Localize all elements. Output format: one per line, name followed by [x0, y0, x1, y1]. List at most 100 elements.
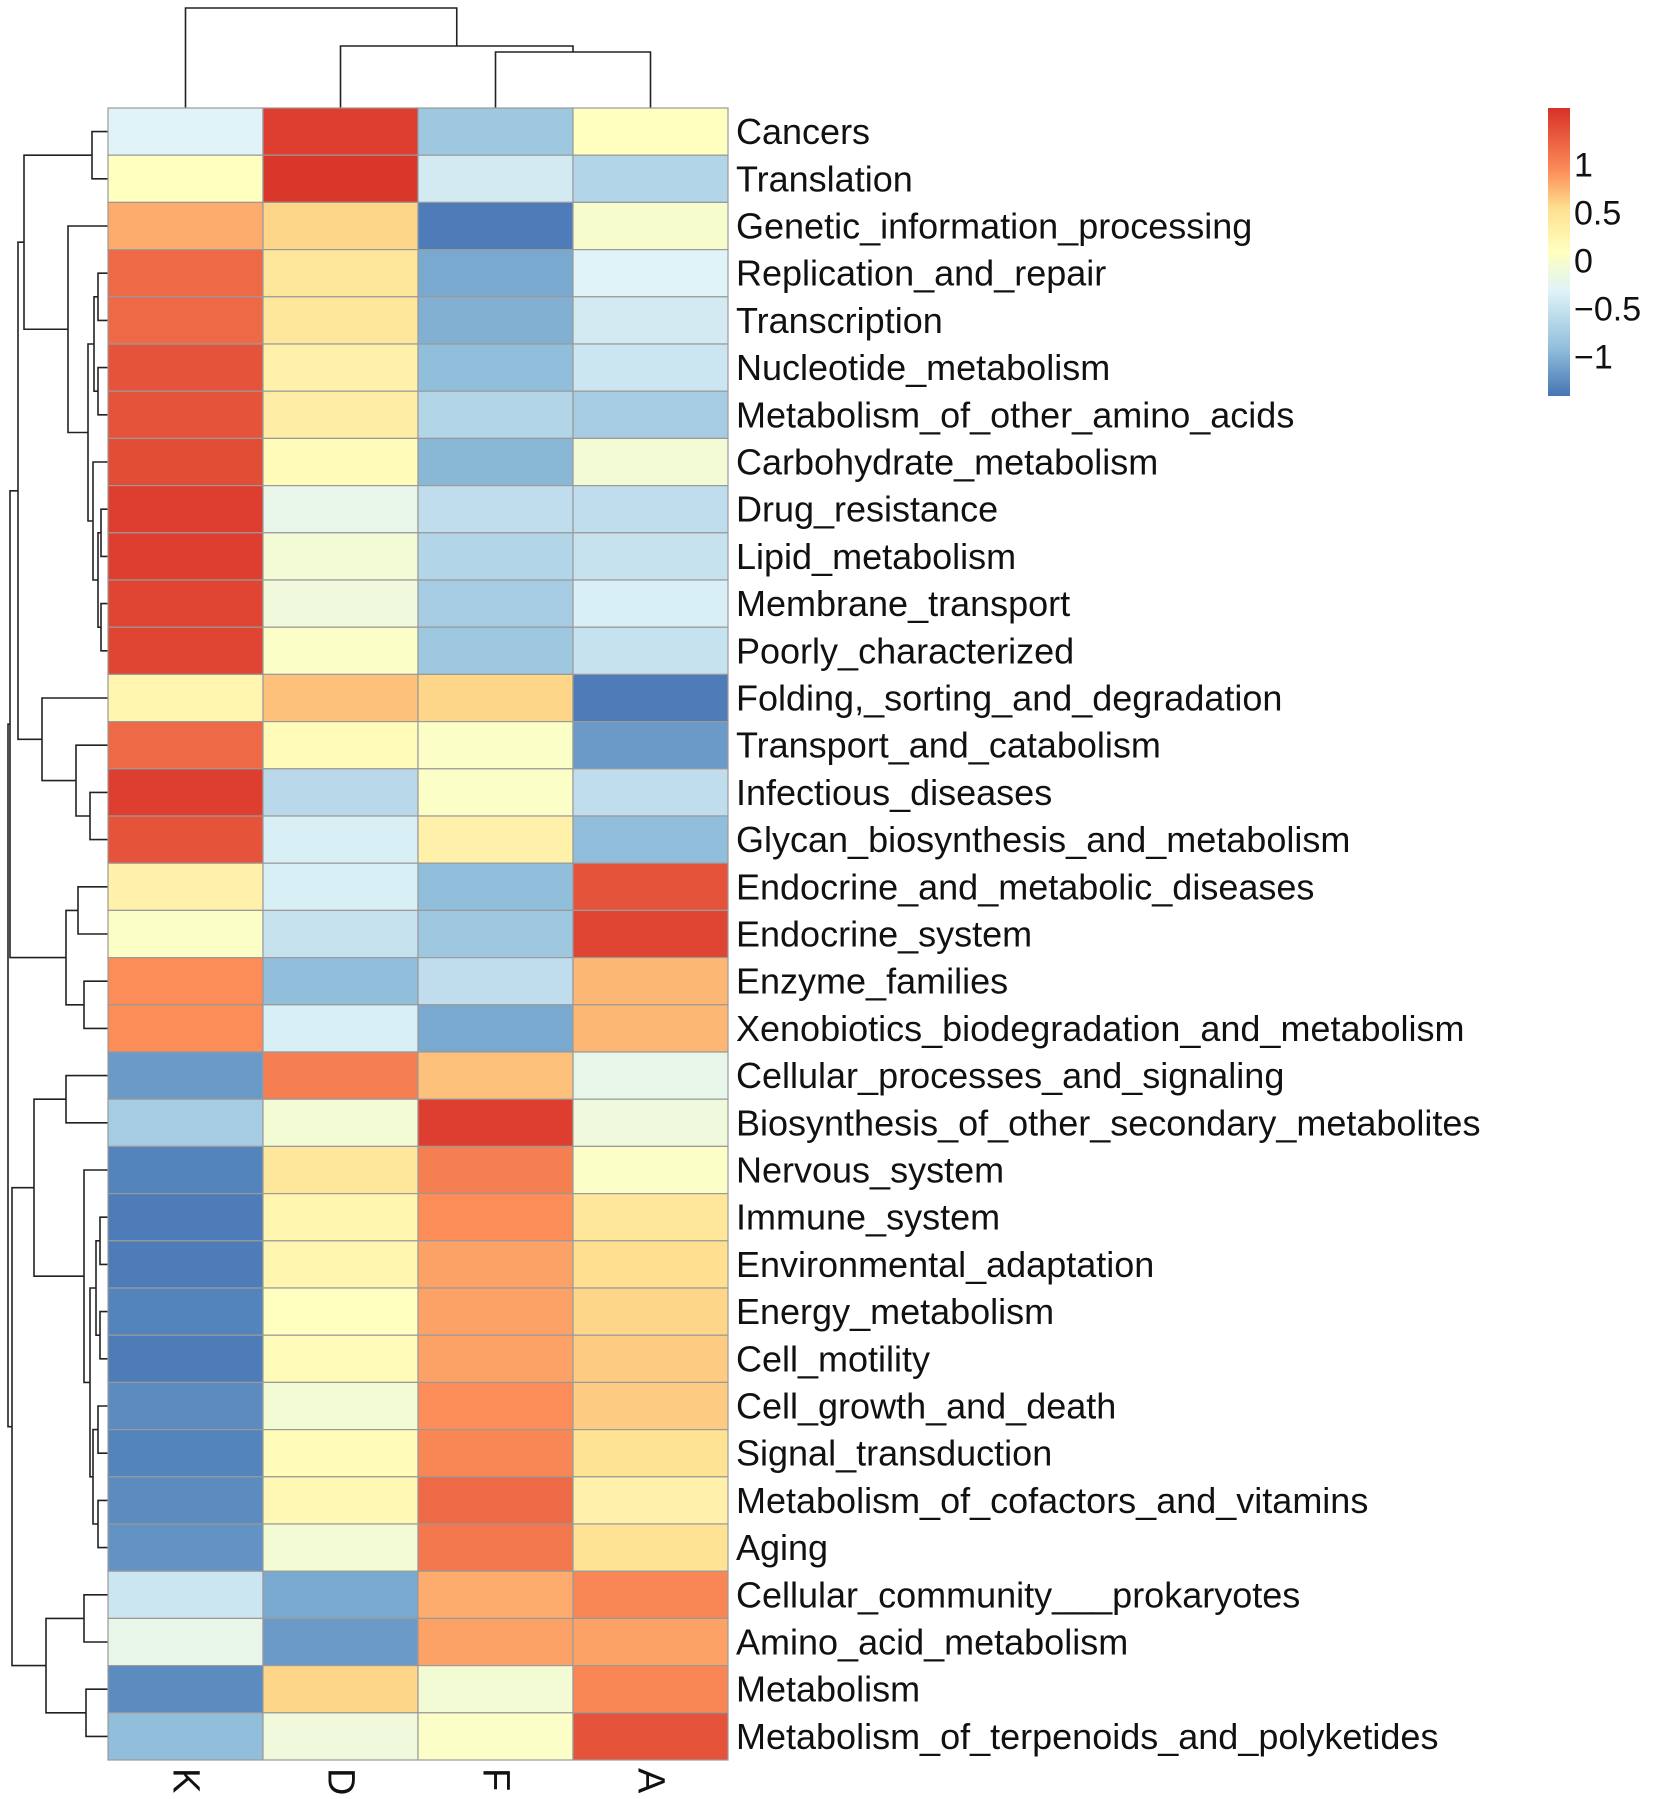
row-label-glycan-biosynthesis-and-metabolism: Glycan_biosynthesis_and_metabolism	[736, 819, 1350, 860]
cell-infectious-diseases-d	[262, 768, 419, 817]
cell-immune-system-a	[572, 1192, 729, 1242]
row-dendrogram-link-1	[91, 130, 108, 180]
cell-translation-k	[107, 154, 264, 203]
cell-amino-acid-metabolism-f	[417, 1617, 574, 1667]
row-dendrogram-link-5	[100, 508, 108, 558]
cell-metabolism-a	[572, 1664, 729, 1714]
cell-cellular-processes-and-signaling-f	[417, 1051, 574, 1100]
cell-carbohydrate-metabolism-d	[262, 437, 419, 487]
cell-drug-resistance-a	[572, 485, 729, 534]
cell-nucleotide-metabolism-f	[417, 343, 574, 392]
cell-poorly-characterized-f	[417, 626, 574, 676]
cell-carbohydrate-metabolism-a	[572, 437, 729, 487]
cell-signal-transduction-f	[417, 1428, 574, 1478]
legend-tick-label-1: 1	[1574, 147, 1593, 185]
cell-energy-metabolism-k	[107, 1287, 264, 1336]
column-dendrogram-link-3	[184, 7, 458, 108]
cell-folding-sorting-and-degradation-a	[572, 673, 729, 723]
cell-glycan-biosynthesis-and-metabolism-a	[572, 815, 729, 864]
cell-cell-growth-and-death-k	[107, 1381, 264, 1431]
column-dendrogram-link-2	[339, 45, 574, 108]
cell-lipid-metabolism-k	[107, 532, 264, 581]
cell-nervous-system-f	[417, 1145, 574, 1195]
row-label-cell-growth-and-death: Cell_growth_and_death	[736, 1386, 1116, 1427]
row-label-amino-acid-metabolism: Amino_acid_metabolism	[736, 1622, 1128, 1663]
cell-cancers-k	[107, 107, 264, 156]
cell-poorly-characterized-k	[107, 626, 264, 676]
row-dendrogram-link-11	[23, 154, 92, 331]
cell-cell-growth-and-death-a	[572, 1381, 729, 1431]
cell-biosynthesis-of-other-secondary-metabolites-d	[262, 1098, 419, 1147]
cell-metabolism-of-terpenoids-and-polyketides-f	[417, 1712, 574, 1761]
cell-genetic-information-processing-a	[572, 201, 729, 251]
row-label-drug-resistance: Drug_resistance	[736, 489, 998, 530]
cell-replication-and-repair-a	[572, 249, 729, 298]
cell-nucleotide-metabolism-k	[107, 343, 264, 392]
row-dendrogram	[7, 130, 108, 1738]
cell-cellular-community-prokaryotes-f	[417, 1570, 574, 1619]
cell-nervous-system-a	[572, 1145, 729, 1195]
cell-glycan-biosynthesis-and-metabolism-k	[107, 815, 264, 864]
row-label-biosynthesis-of-other-secondary-metabolites: Biosynthesis_of_other_secondary_metaboli…	[736, 1102, 1480, 1143]
cell-endocrine-system-f	[417, 909, 574, 959]
cell-transcription-a	[572, 296, 729, 345]
row-dendrogram-link-15	[17, 241, 42, 741]
cell-energy-metabolism-a	[572, 1287, 729, 1336]
cell-cancers-a	[572, 107, 729, 156]
cell-environmental-adaptation-d	[262, 1240, 419, 1289]
row-dendrogram-link-21	[99, 1216, 108, 1266]
cell-immune-system-f	[417, 1192, 574, 1242]
cell-signal-transduction-k	[107, 1428, 264, 1478]
row-dendrogram-link-30	[83, 1594, 108, 1643]
row-dendrogram-link-20	[65, 1074, 108, 1124]
cell-cellular-processes-and-signaling-d	[262, 1051, 419, 1100]
cell-lipid-metabolism-a	[572, 532, 729, 581]
cell-endocrine-and-metabolic-diseases-k	[107, 862, 264, 912]
legend-tick-label-4: −0.5	[1574, 291, 1641, 329]
column-label-d: D	[320, 1768, 362, 1795]
cell-cellular-community-prokaryotes-d	[262, 1570, 419, 1619]
row-label-transport-and-catabolism: Transport_and_catabolism	[736, 725, 1161, 766]
cell-metabolism-of-terpenoids-and-polyketides-k	[107, 1712, 264, 1761]
cell-lipid-metabolism-f	[417, 532, 574, 581]
row-label-replication-and-repair: Replication_and_repair	[736, 253, 1106, 294]
cell-xenobiotics-biodegradation-and-metabolism-a	[572, 1004, 729, 1053]
row-label-translation: Translation	[736, 158, 913, 199]
cell-metabolism-of-terpenoids-and-polyketides-d	[262, 1712, 419, 1761]
row-label-endocrine-and-metabolic-diseases: Endocrine_and_metabolic_diseases	[736, 866, 1314, 907]
cell-genetic-information-processing-k	[107, 201, 264, 251]
cell-endocrine-system-a	[572, 909, 729, 959]
cell-drug-resistance-f	[417, 485, 574, 534]
cell-glycan-biosynthesis-and-metabolism-f	[417, 815, 574, 864]
cell-environmental-adaptation-f	[417, 1240, 574, 1289]
cell-infectious-diseases-f	[417, 768, 574, 817]
cell-translation-a	[572, 154, 729, 203]
cell-aging-a	[572, 1523, 729, 1572]
row-label-poorly-characterized: Poorly_characterized	[736, 630, 1074, 671]
cell-transport-and-catabolism-f	[417, 720, 574, 770]
cell-metabolism-of-other-amino-acids-d	[262, 390, 419, 440]
row-label-nervous-system: Nervous_system	[736, 1150, 1004, 1191]
cell-transcription-k	[107, 296, 264, 345]
row-label-metabolism: Metabolism	[736, 1669, 920, 1710]
row-label-aging: Aging	[736, 1527, 828, 1568]
cell-immune-system-d	[262, 1192, 419, 1242]
row-label-cellular-processes-and-signaling: Cellular_processes_and_signaling	[736, 1055, 1284, 1096]
cell-cell-motility-f	[417, 1334, 574, 1383]
row-label-cancers: Cancers	[736, 111, 870, 152]
cell-signal-transduction-a	[572, 1428, 729, 1478]
row-dendrogram-link-12	[89, 791, 108, 841]
row-label-environmental-adaptation: Environmental_adaptation	[736, 1244, 1154, 1285]
cell-replication-and-repair-d	[262, 249, 419, 298]
column-label-k: K	[165, 1768, 207, 1793]
cell-folding-sorting-and-degradation-f	[417, 673, 574, 723]
cell-metabolism-of-cofactors-and-vitamins-a	[572, 1476, 729, 1525]
cell-membrane-transport-k	[107, 579, 264, 628]
column-label-a: A	[630, 1768, 672, 1794]
cell-aging-k	[107, 1523, 264, 1572]
row-dendrogram-link-22	[99, 1310, 108, 1360]
cell-biosynthesis-of-other-secondary-metabolites-f	[417, 1098, 574, 1147]
cell-metabolism-of-cofactors-and-vitamins-k	[107, 1476, 264, 1525]
row-dendrogram-link-34	[7, 723, 12, 1428]
